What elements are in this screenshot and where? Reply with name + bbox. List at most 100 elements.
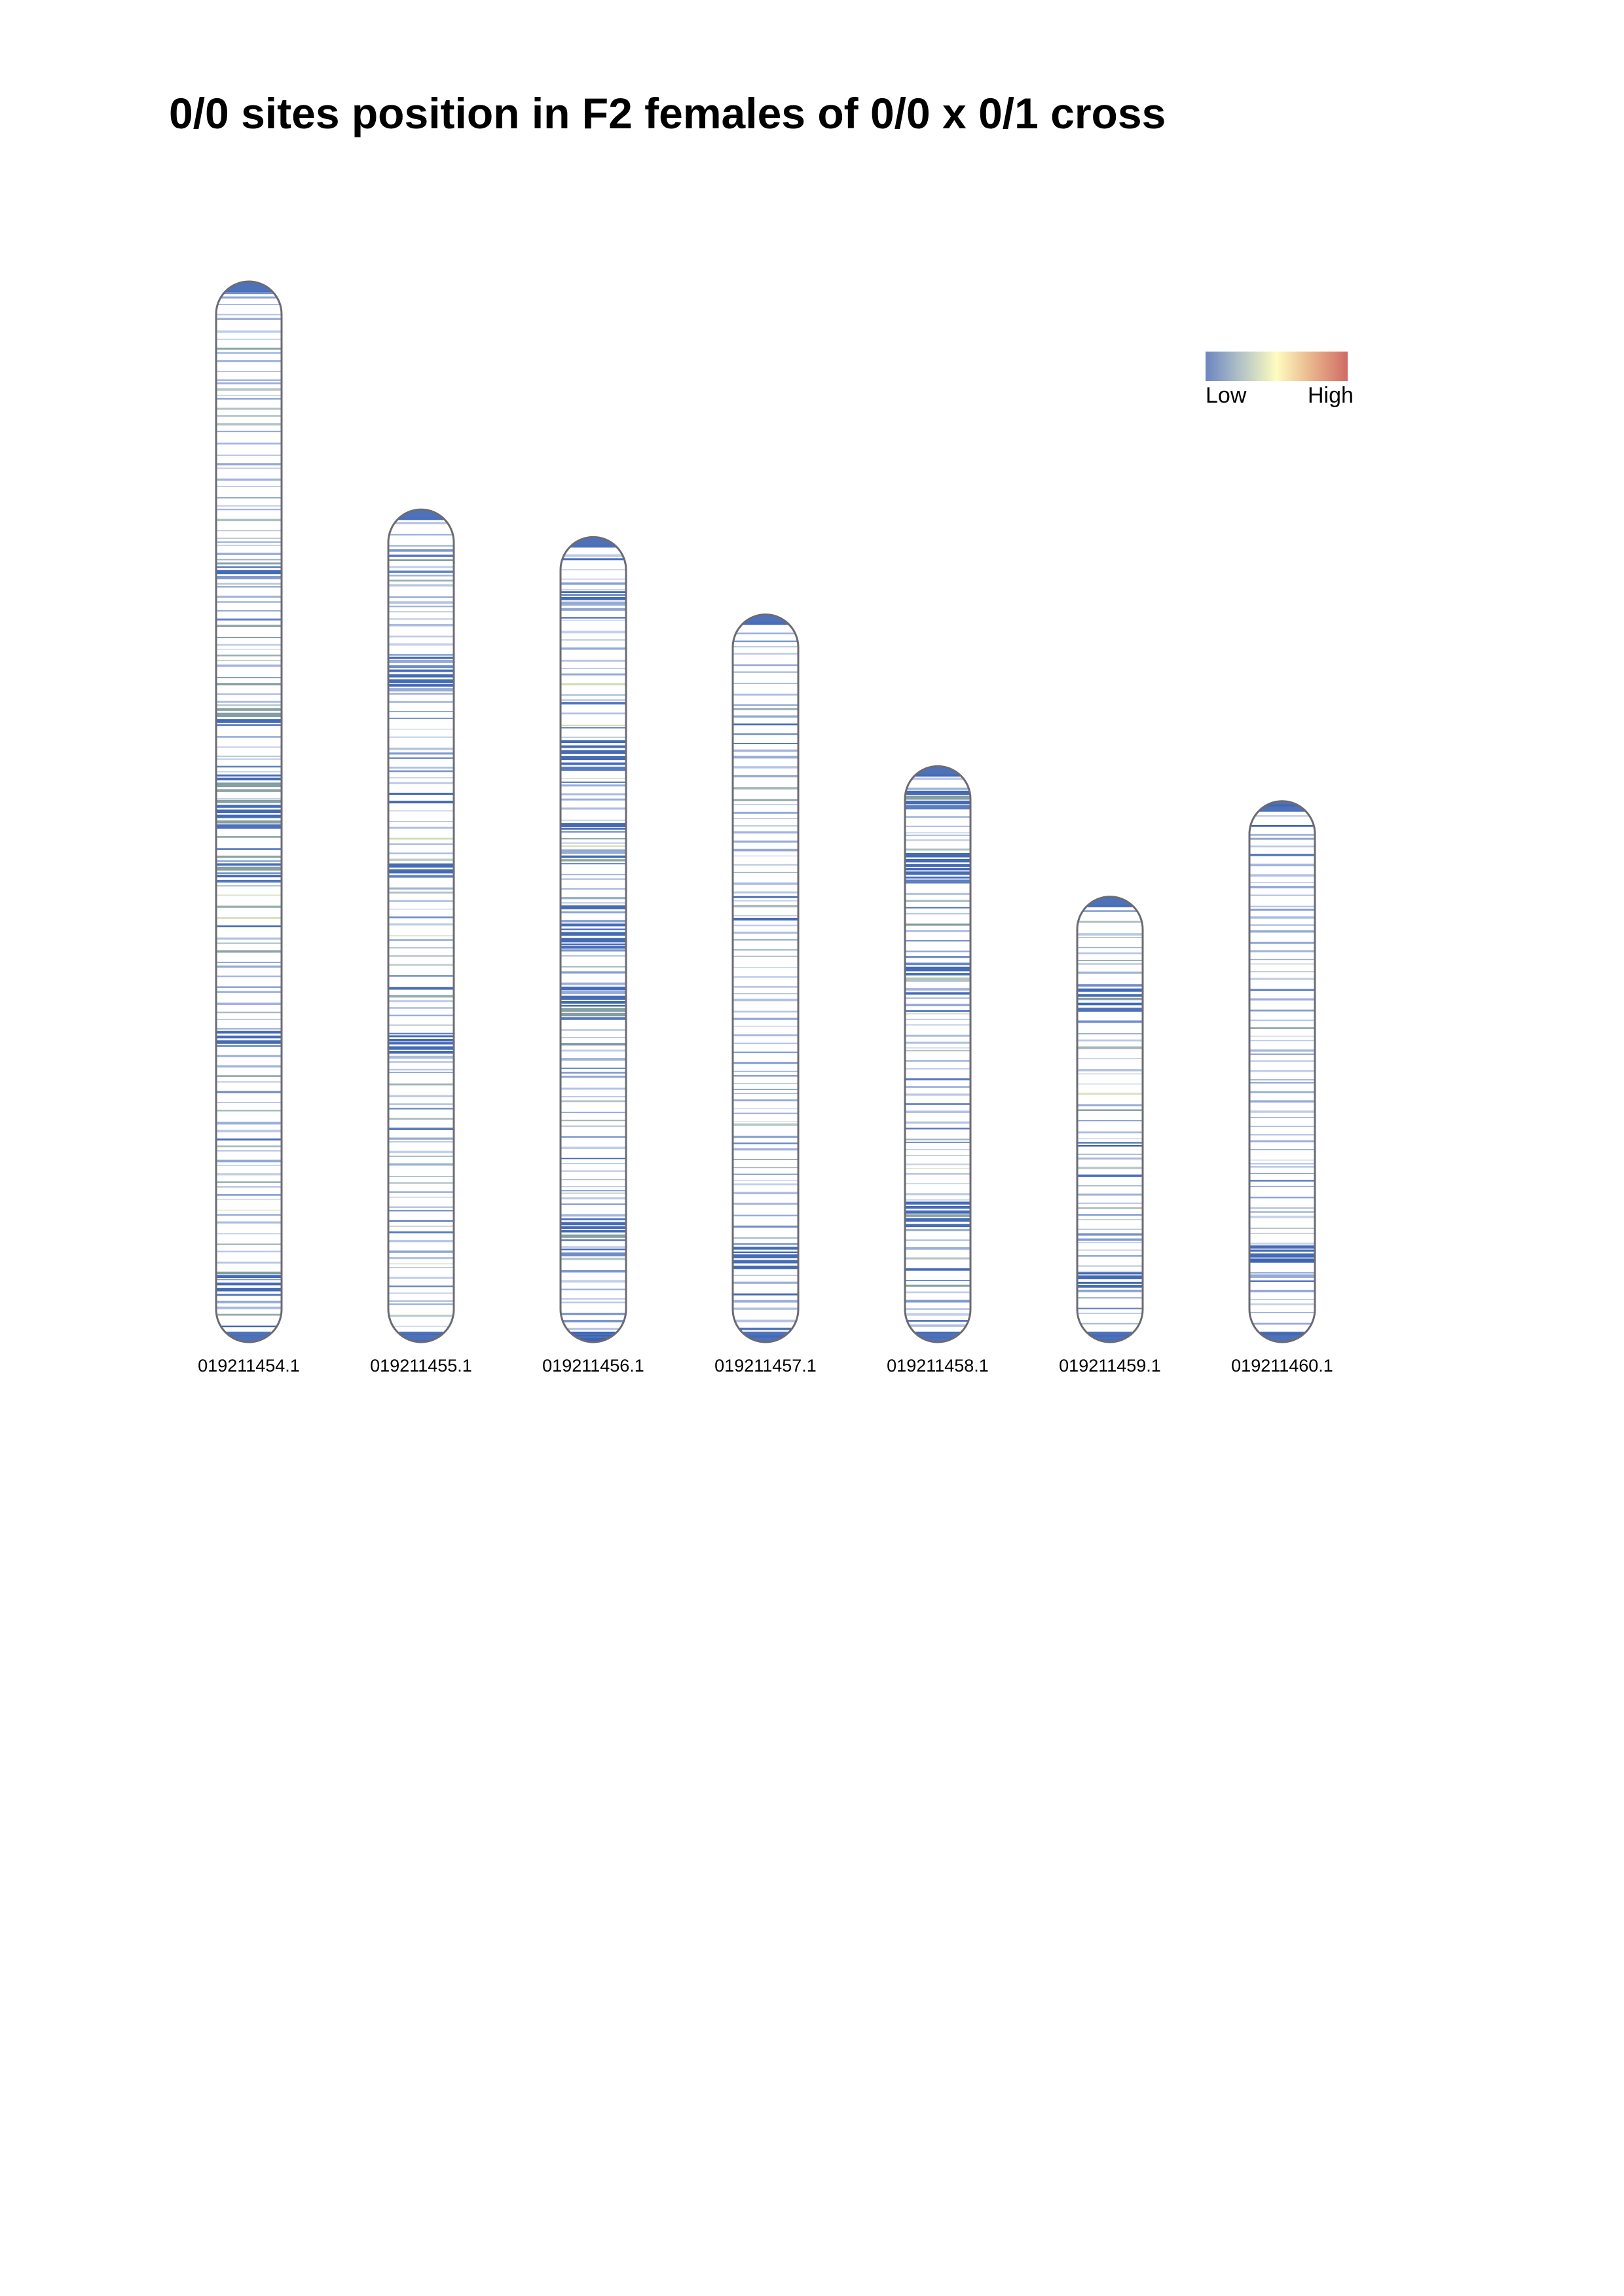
density-band xyxy=(905,1141,970,1143)
density-band xyxy=(216,1102,282,1103)
density-band xyxy=(561,702,626,704)
density-band xyxy=(733,1089,798,1090)
density-band xyxy=(216,352,282,354)
density-band xyxy=(561,1087,626,1090)
band-layer xyxy=(1249,801,1315,1342)
density-band xyxy=(733,653,798,655)
band-layer xyxy=(216,282,282,1342)
density-band xyxy=(1077,1058,1143,1059)
density-band xyxy=(388,559,454,561)
density-band xyxy=(905,1010,970,1012)
density-band xyxy=(388,770,454,773)
density-band xyxy=(561,1320,626,1322)
density-band xyxy=(905,1247,970,1250)
density-band xyxy=(1077,1109,1143,1111)
density-band xyxy=(216,1019,282,1020)
density-band xyxy=(733,1251,798,1253)
density-band xyxy=(388,987,454,990)
density-band xyxy=(1249,1186,1315,1188)
density-band xyxy=(216,683,282,685)
density-band xyxy=(561,1222,626,1226)
density-band xyxy=(388,606,454,608)
density-band xyxy=(388,1315,454,1317)
density-band xyxy=(561,1328,626,1330)
density-band xyxy=(561,938,626,943)
density-band xyxy=(388,1257,454,1260)
density-band xyxy=(216,704,282,706)
density-band xyxy=(561,1001,626,1004)
density-band xyxy=(561,683,626,685)
density-band xyxy=(561,905,626,909)
density-band xyxy=(216,925,282,928)
density-band xyxy=(388,635,454,638)
density-band xyxy=(388,653,454,656)
density-band xyxy=(1249,1258,1315,1263)
density-band xyxy=(216,693,282,695)
density-band xyxy=(905,1291,970,1294)
density-band xyxy=(1249,874,1315,877)
density-band xyxy=(388,737,454,738)
density-band xyxy=(561,1280,626,1283)
chromosome-5: 019211458.1 xyxy=(887,765,989,1376)
density-band xyxy=(216,595,282,598)
density-band xyxy=(1077,1185,1143,1187)
density-band xyxy=(216,799,282,803)
density-band xyxy=(905,1148,970,1150)
density-band xyxy=(561,1163,626,1165)
density-band xyxy=(733,1034,798,1036)
density-band xyxy=(1077,1033,1143,1034)
band-layer xyxy=(905,766,970,1342)
density-band xyxy=(561,1008,626,1012)
density-band xyxy=(216,1040,282,1044)
density-band xyxy=(733,986,798,988)
density-band xyxy=(388,916,454,919)
density-band xyxy=(733,831,798,834)
chromosome-2: 019211455.1 xyxy=(370,508,472,1376)
density-band xyxy=(216,1288,282,1292)
density-band xyxy=(733,723,798,725)
density-band xyxy=(733,871,798,873)
density-band xyxy=(561,591,626,593)
density-band xyxy=(561,1288,626,1290)
density-band xyxy=(1077,984,1143,987)
density-band xyxy=(733,1010,798,1013)
density-band xyxy=(388,1068,454,1070)
density-band xyxy=(388,792,454,795)
density-band xyxy=(216,765,282,768)
density-band xyxy=(388,1024,454,1026)
density-band xyxy=(1077,1157,1143,1160)
density-band xyxy=(733,949,798,951)
density-band xyxy=(216,1030,282,1034)
density-band xyxy=(216,814,282,818)
band-layer xyxy=(733,614,798,1342)
density-band xyxy=(561,1313,626,1315)
density-band xyxy=(905,1004,970,1006)
density-band xyxy=(561,740,626,743)
density-band xyxy=(216,538,282,539)
density-band xyxy=(1249,1299,1315,1300)
density-band xyxy=(216,1209,282,1211)
density-band xyxy=(733,1293,798,1296)
density-band xyxy=(733,1237,798,1239)
density-band xyxy=(561,1258,626,1260)
density-band xyxy=(733,1025,798,1027)
density-band xyxy=(1077,1020,1143,1023)
density-band xyxy=(733,900,798,902)
density-band xyxy=(216,553,282,555)
density-band xyxy=(733,864,798,866)
density-band xyxy=(216,1139,282,1140)
density-band xyxy=(733,891,798,894)
density-band xyxy=(905,923,970,926)
legend: Low High xyxy=(1206,352,1354,408)
density-band xyxy=(1077,1265,1143,1267)
density-band xyxy=(216,291,282,295)
density-band xyxy=(905,868,970,871)
density-band xyxy=(388,718,454,720)
density-band xyxy=(905,1313,970,1316)
density-band xyxy=(1249,886,1315,888)
density-band xyxy=(733,1123,798,1126)
density-band xyxy=(561,888,626,890)
density-band xyxy=(216,1035,282,1039)
density-band xyxy=(561,863,626,865)
chromosome-7: 019211460.1 xyxy=(1231,800,1333,1376)
